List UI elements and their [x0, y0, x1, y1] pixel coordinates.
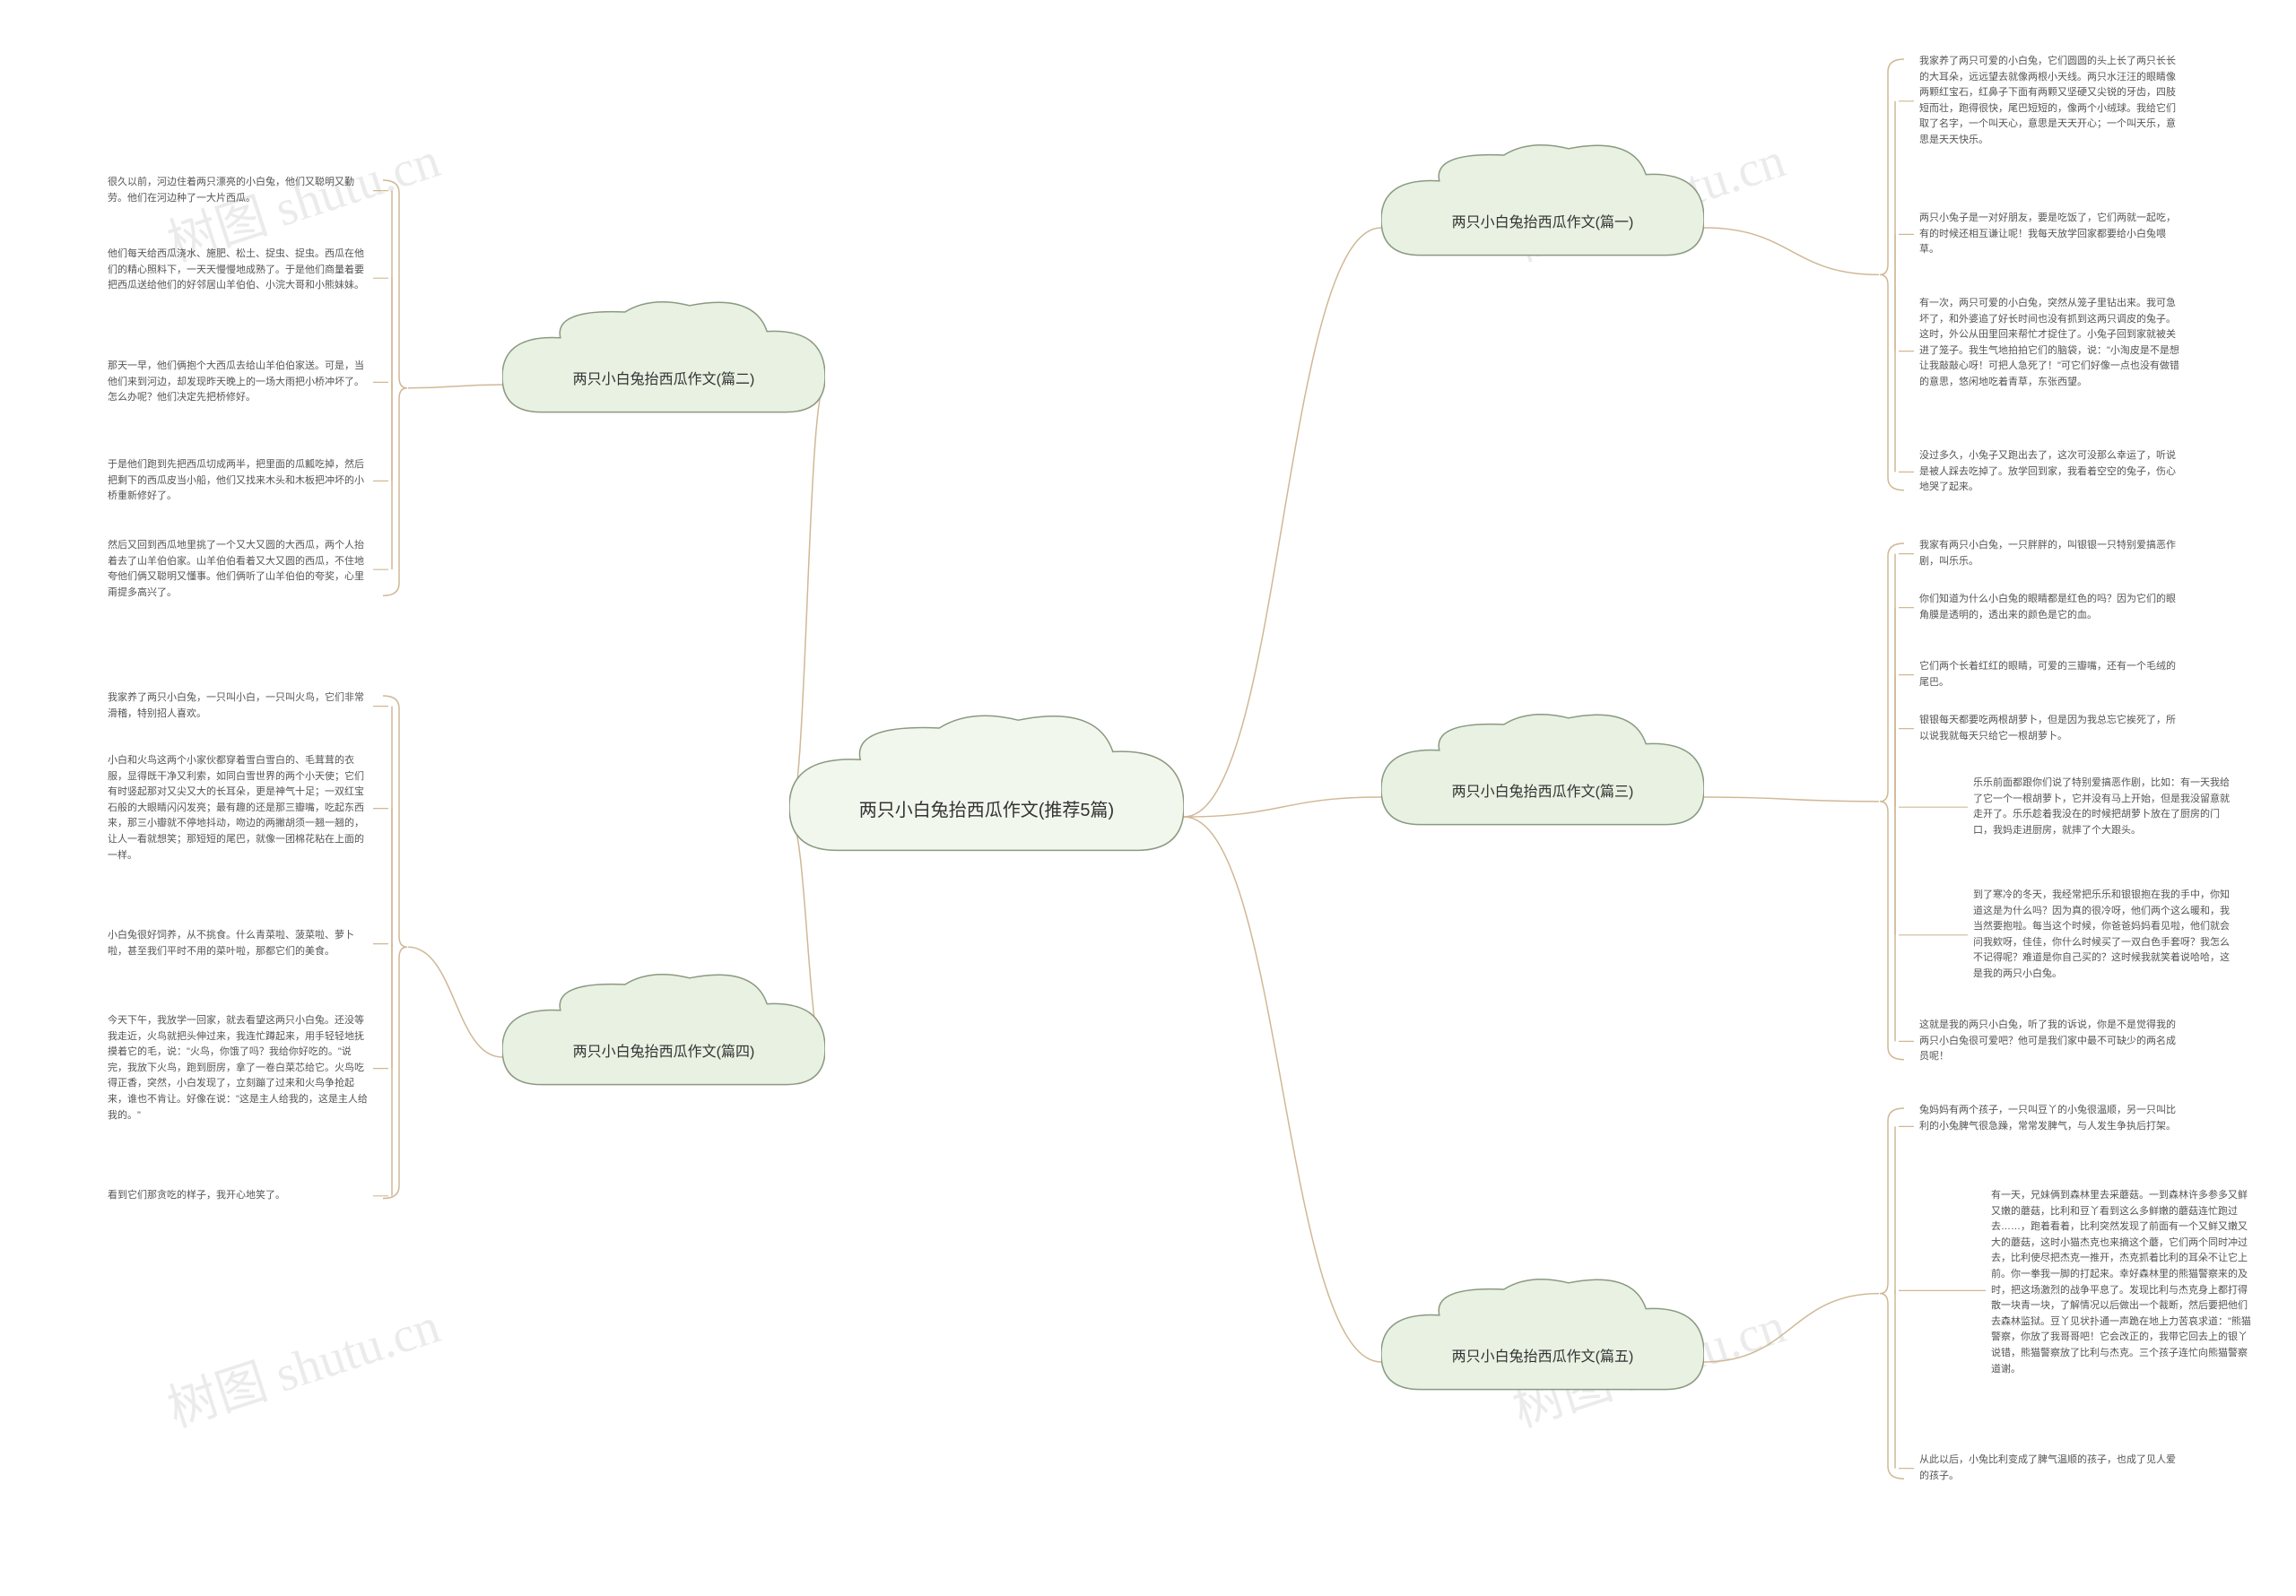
leaf-note: 你们知道为什么小白兔的眼睛都是红色的吗？因为它们的眼角膜是透明的，透出来的颜色是…: [1919, 592, 2179, 623]
branch-cloud: 两只小白兔抬西瓜作文(篇四): [502, 968, 825, 1130]
leaf-note: 于是他们跑到先把西瓜切成两半，把里面的瓜瓤吃掉，然后把剩下的西瓜皮当小船，他们又…: [108, 457, 368, 505]
cloud-label: 两只小白兔抬西瓜作文(推荐5篇): [789, 795, 1184, 821]
leaf-note: 银银每天都要吃两根胡萝卜，但是因为我总忘它挨死了，所以说我就每天只给它一根胡萝卜…: [1919, 713, 2179, 744]
leaf-note: 我家养了两只可爱的小白兔，它们圆圆的头上长了两只长长的大耳朵，远远望去就像两根小…: [1919, 54, 2179, 149]
leaf-note: 兔妈妈有两个孩子，一只叫豆丫的小兔很温顺，另一只叫比利的小兔脾气很急躁，常常发脾…: [1919, 1103, 2179, 1134]
cloud-label: 两只小白兔抬西瓜作文(篇一): [1381, 210, 1704, 231]
leaf-note: 很久以前，河边住着两只漂亮的小白兔，他们又聪明又勤劳。他们在河边种了一大片西瓜。: [108, 175, 368, 206]
leaf-note: 那天一早，他们俩抱个大西瓜去给山羊伯伯家送。可是，当他们来到河边，却发现昨天晚上…: [108, 359, 368, 406]
leaf-note: 他们每天给西瓜浇水、施肥、松土、捉虫、捉虫。西瓜在他们的精心照料下，一天天慢慢地…: [108, 247, 368, 294]
leaf-note: 乐乐前面都跟你们说了特别爱搞恶作剧，比如：有一天我给了它一个一根胡萝卜，它并没有…: [1973, 776, 2233, 838]
leaf-note: 到了寒冷的冬天，我经常把乐乐和银银抱在我的手中，你知道这是为什么吗？因为真的很冷…: [1973, 888, 2233, 983]
leaf-note: 两只小兔子是一对好朋友，要是吃饭了，它们两就一起吃，有的时候还相互谦让呢！我每天…: [1919, 211, 2179, 258]
cloud-label: 两只小白兔抬西瓜作文(篇四): [502, 1039, 825, 1061]
cloud-label: 两只小白兔抬西瓜作文(篇二): [502, 367, 825, 388]
leaf-note: 它们两个长着红红的眼睛，可爱的三瓣嘴，还有一个毛绒的尾巴。: [1919, 659, 2179, 690]
leaf-note: 看到它们那贪吃的样子，我开心地笑了。: [108, 1188, 368, 1204]
cloud-label: 两只小白兔抬西瓜作文(篇三): [1381, 779, 1704, 801]
branch-cloud: 两只小白兔抬西瓜作文(篇一): [1381, 139, 1704, 300]
leaf-note: 然后又回到西瓜地里挑了一个又大又圆的大西瓜，两个人抬着去了山羊伯伯家。山羊伯伯看…: [108, 538, 368, 601]
leaf-note: 有一次，两只可爱的小白兔，突然从笼子里钻出来。我可急坏了，和外婆追了好长时间也没…: [1919, 296, 2179, 391]
leaf-note: 小白兔很好饲养，从不挑食。什么青菜啦、菠菜啦、萝卜啦，甚至我们平时不用的菜叶啦，…: [108, 928, 368, 959]
center-topic-cloud: 两只小白兔抬西瓜作文(推荐5篇): [789, 708, 1184, 906]
leaf-note: 今天下午，我放学一回家，就去看望这两只小白兔。还没等我走近，火鸟就把头伸过来，我…: [108, 1013, 368, 1123]
cloud-label: 两只小白兔抬西瓜作文(篇五): [1381, 1344, 1704, 1366]
leaf-note: 这就是我的两只小白兔，听了我的诉说，你是不是觉得我的两只小白兔很可爱吧？他可是我…: [1919, 1018, 2179, 1065]
leaf-note: 有一天，兄妹俩到森林里去采蘑菇。一到森林许多参多又鲜又嫩的蘑菇，比利和豆丫看到这…: [1991, 1188, 2251, 1377]
leaf-note: 我家养了两只小白兔，一只叫小白，一只叫火鸟，它们非常滑稽，特别招人喜欢。: [108, 690, 368, 722]
leaf-note: 我家有两只小白兔，一只胖胖的，叫银银一只特别爱搞恶作剧，叫乐乐。: [1919, 538, 2179, 569]
branch-cloud: 两只小白兔抬西瓜作文(篇二): [502, 296, 825, 457]
branch-cloud: 两只小白兔抬西瓜作文(篇五): [1381, 1273, 1704, 1435]
branch-cloud: 两只小白兔抬西瓜作文(篇三): [1381, 708, 1704, 870]
leaf-note: 没过多久，小兔子又跑出去了，这次可没那么幸运了，听说是被人踩去吃掉了。放学回到家…: [1919, 448, 2179, 496]
leaf-note: 小白和火鸟这两个小家伙都穿着雪白雪白的、毛茸茸的衣服，显得既干净又利索，如同白雪…: [108, 753, 368, 863]
leaf-note: 从此以后，小兔比利变成了脾气温顺的孩子，也成了见人爱的孩子。: [1919, 1453, 2179, 1484]
